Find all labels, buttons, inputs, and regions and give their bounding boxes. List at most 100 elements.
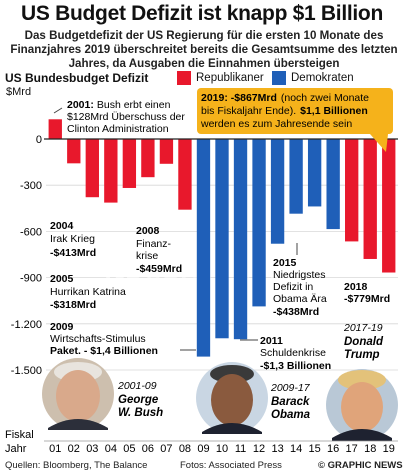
y-tick-label: -600 [20,226,42,238]
x-tick-label: 02 [68,443,80,455]
y-tick-label: -1.200 [11,319,42,331]
annotation-2011-text: Schuldenkrise [260,347,326,359]
annotation-2008-value: -$459Mrd [136,263,182,275]
president-trump-years: 2017-19 [343,322,383,334]
legend-item-republicans: Republikaner [177,71,264,85]
annotation-2004: 2004 Irak Krieg -$413Mrd [50,220,96,259]
annotation-2004-value: -$413Mrd [50,247,96,259]
trump-face [341,382,383,432]
annotation-2009-year: 2009 [50,321,74,333]
annotation-2019-text: (noch zwei Monate [281,92,369,104]
annotation-2009-text: Wirtschafts-Stimulus [50,333,146,345]
chart-title: US Budget Defizit ist knapp $1 Billion [21,2,383,25]
obama-face [211,374,253,426]
x-tick-label: 17 [346,443,358,455]
legend-swatch-republicans [177,71,191,85]
president-trump-first: Donald [344,336,384,348]
president-trump: 2017-19 Donald Trump [326,322,398,441]
obama-suit [202,423,262,434]
annotation-2018-value: -$779Mrd [344,293,390,305]
annotation-2015-text: Niedrigstes [273,269,326,281]
x-tick-label: 04 [105,443,117,455]
x-tick-label: 12 [253,443,265,455]
bar-08 [178,139,192,210]
annotation-2019-line1: 2019: -$867Mrd (noch zwei Monate [201,92,369,104]
x-tick-label: 06 [142,443,154,455]
annotation-2004-text: Irak Krieg [50,233,95,245]
annotation-2019-pointer [370,134,388,152]
photo-credit: Fotos: Associated Press [180,460,282,471]
annotation-2005: 2005 Hurrikan Katrina -$318Mrd [50,273,126,311]
bar-13 [270,139,285,244]
bush-face [56,370,100,422]
annotation-2018-year: 2018 [344,281,368,293]
annotation-2009: 2009 Wirtschafts-Stimulus Paket. - $1,4 … [50,321,196,357]
annotation-2011-value: -$1,3 Billionen [260,360,331,372]
bar-04 [104,139,118,203]
x-tick-label: 03 [86,443,98,455]
annotation-2019-box [197,88,393,134]
x-tick-label: 09 [197,443,209,455]
annotation-2019-year-value: 2019: -$867Mrd [201,92,277,104]
trump-hair [338,370,386,390]
legend-label-republicans: Republikaner [196,72,264,84]
president-obama-last: Obama [271,409,311,421]
x-tick-label: 16 [327,443,339,455]
president-obama: 2009-17 Barack Obama [196,362,311,434]
annotation-2005-year: 2005 [50,273,74,285]
annotation-2001-box [63,97,181,137]
president-obama-years: 2009-17 [270,382,311,394]
bar-15 [307,139,322,207]
x-axis-title-line2: Jahr [5,443,27,455]
x-tick-label: 19 [383,443,395,455]
annotation-2008: 2008 Finanz- krise -$459Mrd [136,225,182,275]
annotation-2001-text2: $128Mrd Überschuss der [67,111,185,123]
annotation-2008-year: 2008 [136,225,160,237]
president-bush: 2001-09 George W. Bush [42,358,163,430]
annotation-2008-text2: krise [136,250,158,262]
annotation-2001: 2001: Bush erbt einen $128Mrd Überschuss … [53,97,185,137]
chart-subtitle: Das Budgetdefizit der US Regierung für d… [10,29,398,70]
x-tick-label: 18 [364,443,376,455]
annotation-2015-text3: Obama Ära [273,293,327,305]
bar-09 [196,139,211,357]
annotation-2008-text: Finanz- [136,238,172,250]
bar-16 [326,139,340,230]
x-tick-label: 08 [179,443,191,455]
x-tick-label: 14 [290,443,302,455]
y-tick-label: -1.500 [11,365,42,377]
bar-01 [48,119,62,139]
annotation-2015-year: 2015 [273,257,297,269]
annotation-2001-pointer [53,107,63,114]
y-tick-label: 0 [36,134,42,146]
bar-07 [159,139,174,164]
bar-11 [233,139,248,340]
bars [48,119,396,357]
bar-17 [345,139,359,242]
annotation-2001-text: Bush erbt einen [97,99,171,111]
bush-suit [48,419,108,430]
bar-19 [382,139,396,273]
legend-item-democrats: Demokraten [272,71,354,85]
brand: © GRAPHIC NEWS [318,460,403,471]
annotation-2005-value: -$318Mrd [50,299,96,311]
bar-10 [215,139,229,339]
x-tick-label: 15 [309,443,321,455]
annotation-2019-text2: bis Fiskaljahr Ende). [201,105,296,117]
x-tick-label: 01 [49,443,61,455]
bar-18 [363,139,377,259]
x-tick-labels: 01 02 03 04 05 06 07 08 09 10 11 12 13 14 15 16 17 18 19 [49,443,395,455]
annotation-2001-text3: Clinton Administration [67,123,169,135]
annotation-2015: 2015 Niedrigstes Defizit in Obama Ära -$… [273,243,327,318]
y-tick-labels: 0 -300 -600 -900 -1.200 -1.500 [11,134,42,377]
bar-02 [67,139,81,164]
bar-03 [85,139,99,198]
series-title: US Bundesbudget Defizit [5,71,149,85]
legend-swatch-democrats [272,71,286,85]
annotation-2001-year: 2001: [67,99,94,111]
sources: Quellen: Bloomberg, The Balance [5,460,148,471]
annotation-2004-year: 2004 [50,220,74,232]
annotation-2009-text2: Paket. - $1,4 Billionen [50,345,158,357]
